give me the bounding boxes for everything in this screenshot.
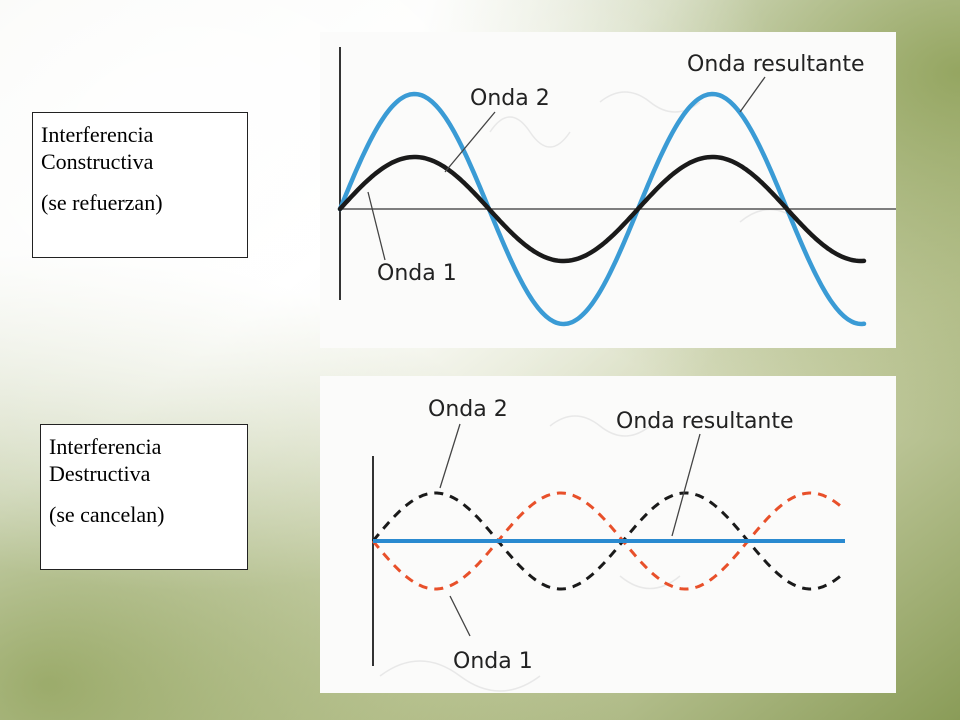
resultant-label: Onda resultante	[616, 409, 794, 434]
resultant-leader	[671, 433, 701, 537]
wave-2-leader	[444, 111, 496, 173]
constructive-diagram: Onda 2 Onda resultante Onda 1	[320, 32, 896, 348]
wave-1	[337, 154, 867, 264]
ghost-scribble	[379, 660, 541, 692]
ghost-scribble	[549, 415, 651, 437]
resultant-label: Onda resultante	[687, 52, 865, 77]
wave-2-label: Onda 2	[428, 397, 508, 422]
wave-1-leader	[449, 595, 471, 637]
constructive-note: (se refuerzan)	[41, 190, 163, 215]
resultant-wave	[337, 91, 867, 327]
ghost-scribble	[599, 91, 701, 113]
wave-1	[371, 491, 847, 591]
resultant-leader	[739, 76, 766, 113]
constructive-title: Interferencia Constructiva	[41, 122, 154, 174]
wave-1-leader	[367, 191, 386, 261]
ghost-scribble	[619, 575, 681, 590]
destructive-diagram-svg: Onda 2 Onda resultante Onda 1	[371, 397, 847, 692]
destructive-note: (se cancelan)	[49, 502, 165, 527]
destructive-title: Interferencia Destructiva	[49, 434, 162, 486]
wave-2-label: Onda 2	[470, 86, 550, 111]
wave-1-label: Onda 1	[377, 261, 457, 286]
destructive-diagram: Onda 2 Onda resultante Onda 1	[320, 376, 896, 693]
wave-1-label: Onda 1	[453, 649, 533, 674]
wave-2	[371, 491, 847, 591]
destructive-label-box: Interferencia Destructiva (se cancelan)	[40, 424, 248, 570]
wave-2-leader	[439, 423, 461, 489]
constructive-label-box: Interferencia Constructiva (se refuerzan…	[32, 112, 248, 258]
constructive-diagram-svg: Onda 2 Onda resultante Onda 1	[337, 47, 896, 327]
ghost-scribble	[489, 116, 571, 148]
